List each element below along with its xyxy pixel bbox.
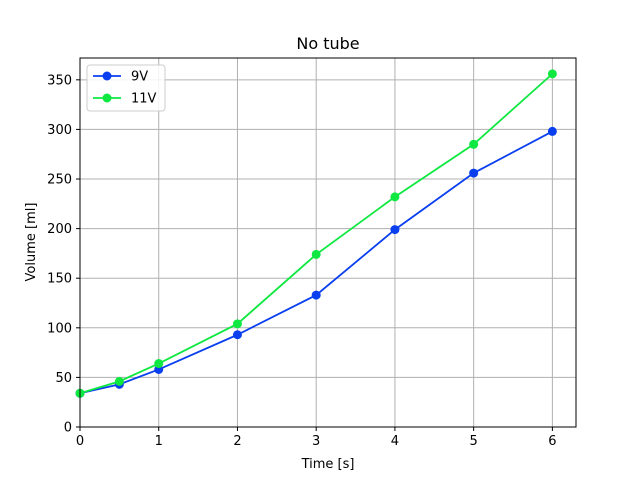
x-tick-label: 3: [312, 434, 320, 449]
series-line: [79, 73, 553, 395]
y-tick-label: 200: [47, 222, 72, 237]
x-tick-label: 2: [233, 434, 241, 449]
x-tick-label: 0: [76, 434, 84, 449]
ticks: 0 1 2 3 4 5 6 0 50 100 150 200 250 300 350: [47, 73, 556, 449]
data-point: [311, 249, 321, 259]
data-point: [311, 290, 321, 300]
x-tick-label: 1: [155, 434, 163, 449]
x-axis-label: Time [s]: [301, 457, 355, 472]
x-tick-label: 5: [470, 434, 478, 449]
data-point: [114, 376, 124, 386]
plot-frame: [79, 57, 577, 428]
data-point: [547, 126, 557, 136]
y-tick-label: 50: [55, 371, 72, 386]
legend-label: 11V: [131, 92, 157, 107]
data-point: [232, 319, 242, 329]
x-tick-label: 6: [548, 434, 556, 449]
y-tick-label: 300: [47, 123, 72, 138]
data-point: [154, 359, 164, 369]
data-point: [547, 69, 557, 79]
data-point: [469, 139, 479, 149]
series-line: [79, 130, 553, 395]
y-tick-label: 350: [47, 73, 72, 88]
y-tick-label: 100: [47, 321, 72, 336]
y-axis-label: Volume [ml]: [24, 203, 39, 282]
y-tick-label: 250: [47, 173, 72, 188]
legend-label: 9V: [131, 70, 148, 85]
x-tick-label: 4: [391, 434, 399, 449]
data-point: [390, 225, 400, 235]
data-point: [390, 192, 400, 202]
data-point: [232, 330, 242, 340]
chart-title: No tube: [296, 34, 359, 53]
series-layer: [75, 69, 557, 398]
legend-marker: [102, 93, 112, 103]
y-tick-label: 150: [47, 272, 72, 287]
data-point: [469, 168, 479, 178]
legend-marker: [102, 71, 112, 81]
y-tick-label: 0: [64, 421, 72, 436]
